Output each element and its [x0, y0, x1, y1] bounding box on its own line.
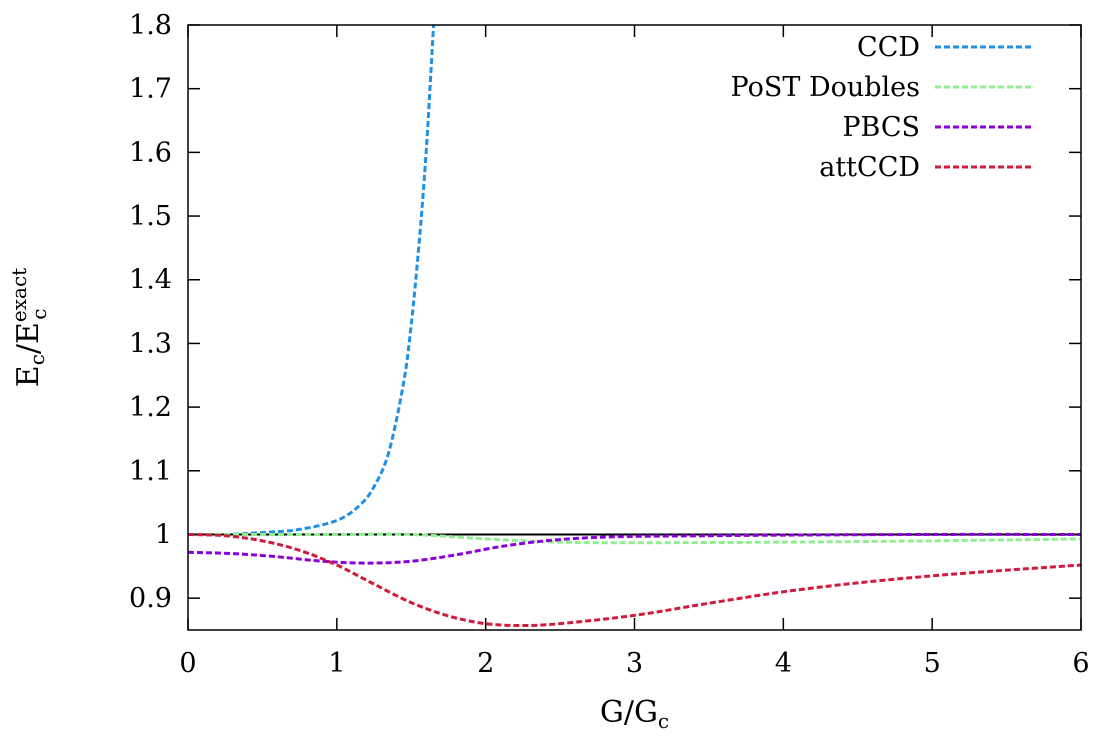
x-axis-label: G/Gc	[600, 695, 669, 733]
y-tick-label: 1.1	[129, 456, 172, 487]
y-tick-label: 1	[155, 519, 172, 550]
x-tick-label: 4	[775, 648, 792, 679]
y-tick-label: 0.9	[129, 583, 172, 614]
y-axis-label: Ec/Eexactc	[7, 268, 51, 387]
x-tick-label: 6	[1072, 648, 1089, 679]
y-tick-label: 1.5	[129, 201, 172, 232]
y-tick-label: 1.3	[129, 328, 172, 359]
legend-label: PBCS	[842, 112, 920, 143]
x-tick-label: 5	[924, 648, 941, 679]
legend: CCD PoST Doubles PBCS attCCD	[731, 32, 1032, 183]
y-tick-label: 1.8	[129, 10, 172, 41]
series-line-attccd	[188, 534, 1081, 625]
legend-label: attCCD	[819, 152, 920, 183]
y-tick-label: 1.7	[129, 74, 172, 105]
x-tick-label: 2	[477, 648, 494, 679]
ticks: 0 1 2 3 4 5 6 0.9 1 1.1 1.2 1.3 1.4 1.5 1.6 1.7 1.8	[129, 10, 1090, 679]
x-tick-label: 1	[328, 648, 345, 679]
y-tick-label: 1.2	[129, 392, 172, 423]
x-tick-label: 3	[626, 648, 643, 679]
y-tick-label: 1.6	[129, 137, 172, 168]
y-tick-label: 1.4	[129, 265, 172, 296]
legend-label: CCD	[857, 32, 920, 63]
x-tick-label: 0	[179, 648, 196, 679]
legend-label: PoST Doubles	[731, 72, 920, 103]
series-line-ccd	[188, 25, 434, 535]
